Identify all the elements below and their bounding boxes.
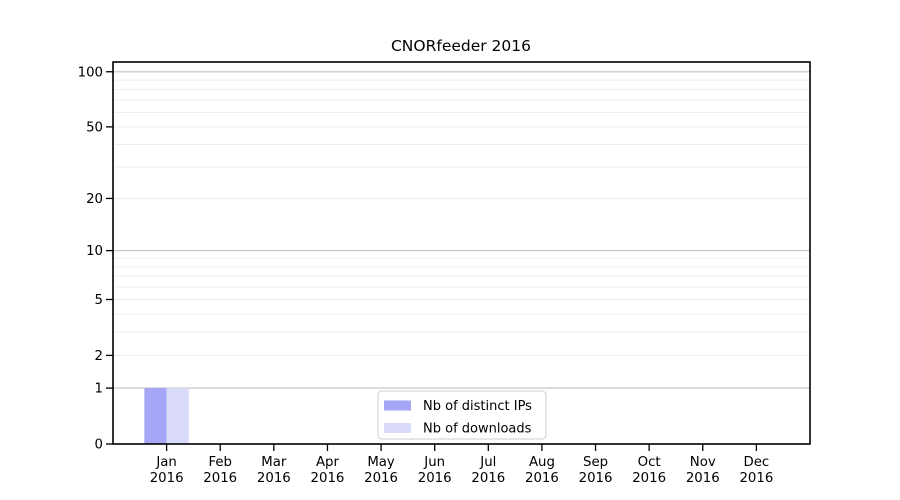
x-tick-label-year: 2016	[150, 471, 184, 486]
gridline-layer	[113, 71, 810, 389]
legend: Nb of distinct IPs Nb of downloads	[377, 390, 547, 440]
x-tick-label-year: 2016	[686, 471, 720, 486]
x-tick-label-year: 2016	[579, 471, 613, 486]
x-tick-label-month: Aug	[529, 455, 555, 470]
tick-layer	[106, 71, 758, 451]
x-tick-label-month: Jan	[155, 455, 177, 470]
x-tick-label-year: 2016	[311, 471, 345, 486]
y-tick-label: 20	[86, 192, 103, 207]
tick-label-layer: 0125102050100Jan2016Feb2016Mar2016Apr201…	[78, 65, 774, 486]
chart-title: CNORfeeder 2016	[391, 37, 531, 55]
x-tick-label-year: 2016	[471, 471, 505, 486]
x-tick-label-year: 2016	[203, 471, 237, 486]
x-tick-label-month: Oct	[638, 455, 661, 470]
legend-swatch-distinct-ips	[384, 400, 411, 411]
x-tick-label-year: 2016	[418, 471, 452, 486]
x-tick-label-month: Feb	[208, 455, 232, 470]
legend-label: Nb of downloads	[423, 422, 532, 437]
legend-box	[377, 390, 547, 440]
x-tick-label-year: 2016	[257, 471, 291, 486]
x-tick-label-year: 2016	[364, 471, 398, 486]
y-tick-label: 100	[78, 65, 103, 80]
x-tick-label-month: Jul	[479, 455, 496, 470]
plot-border	[112, 61, 811, 445]
x-tick-label-year: 2016	[632, 471, 666, 486]
y-tick-label: 0	[95, 438, 103, 453]
bar-distinct-ips	[144, 388, 167, 444]
x-tick-label-year: 2016	[739, 471, 773, 486]
y-tick-label: 50	[86, 120, 103, 135]
legend-swatch-downloads	[384, 423, 411, 433]
x-tick-label-month: Sep	[583, 455, 608, 470]
x-tick-label-year: 2016	[525, 471, 559, 486]
bars-layer	[144, 388, 189, 444]
legend-label: Nb of distinct IPs	[423, 399, 532, 414]
x-tick-label-month: Nov	[690, 455, 716, 470]
y-tick-label: 5	[95, 293, 103, 308]
y-tick-label: 10	[86, 244, 103, 259]
bar-downloads	[166, 388, 189, 444]
x-tick-label-month: May	[367, 455, 395, 470]
x-tick-label-month: Dec	[744, 455, 770, 470]
y-tick-label: 2	[95, 349, 103, 364]
y-tick-label: 1	[95, 382, 103, 397]
x-tick-label-month: Mar	[261, 455, 287, 470]
x-tick-label-month: Apr	[316, 455, 340, 470]
x-tick-label-month: Jun	[423, 455, 445, 470]
